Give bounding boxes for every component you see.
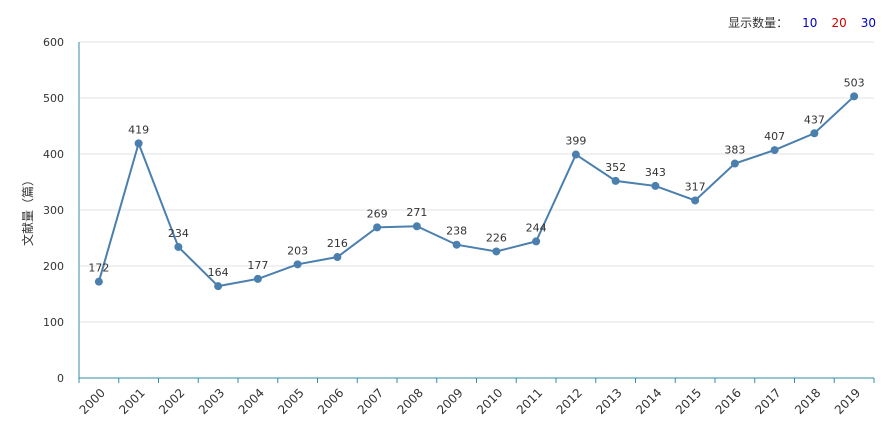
x-tick-label: 2018 [792,386,823,417]
x-tick-label: 2005 [275,386,306,417]
display-count-label: 显示数量： [728,16,789,30]
x-tick-label: 2003 [196,386,227,417]
data-label: 399 [565,135,586,148]
data-label: 203 [287,244,308,257]
x-tick-label: 2006 [315,386,346,417]
data-point[interactable] [452,240,461,249]
data-point[interactable] [730,159,739,168]
data-label: 352 [605,161,626,174]
y-tick-label: 300 [43,204,64,217]
x-tick-label: 2009 [434,386,465,417]
data-point[interactable] [373,223,382,232]
x-tick-label: 2016 [713,386,744,417]
data-point[interactable] [651,181,660,190]
x-tick-label: 2017 [752,386,783,417]
y-tick-label: 500 [43,92,64,105]
data-point[interactable] [770,146,779,155]
data-label: 234 [168,227,189,240]
x-tick-label: 2007 [355,386,386,417]
data-label: 317 [685,180,706,193]
x-tick-label: 2000 [77,386,108,417]
data-label: 226 [486,231,507,244]
data-label: 343 [645,166,666,179]
data-label: 269 [367,207,388,220]
x-tick-label: 2015 [673,386,704,417]
data-point[interactable] [492,247,501,256]
count-option-20[interactable]: 20 [831,15,847,30]
data-label: 238 [446,225,467,238]
data-label: 407 [764,130,785,143]
data-point[interactable] [532,237,541,246]
data-label: 437 [804,113,825,126]
data-label: 177 [247,259,268,272]
x-tick-label: 2013 [593,386,624,417]
data-point[interactable] [412,222,421,231]
display-count-bar: 显示数量： 10 20 30 [728,14,876,31]
x-tick-label: 2010 [474,386,505,417]
x-tick-label: 2004 [236,386,267,417]
data-label: 383 [724,144,745,157]
x-tick-label: 2001 [116,386,147,417]
y-axis-label: 文献量（篇） [20,174,35,246]
x-tick-label: 2012 [554,386,585,417]
data-point[interactable] [134,139,143,148]
data-point[interactable] [691,196,700,205]
y-tick-label: 100 [43,316,64,329]
data-point[interactable] [850,92,859,101]
y-tick-label: 0 [57,372,64,385]
data-point[interactable] [571,150,580,159]
y-tick-label: 600 [43,36,64,49]
data-label: 419 [128,123,149,136]
data-label: 216 [327,237,348,250]
data-point[interactable] [333,253,342,262]
data-point[interactable] [810,129,819,138]
data-label: 172 [88,262,109,275]
data-point[interactable] [174,242,183,251]
data-point[interactable] [253,274,262,283]
data-label: 271 [406,206,427,219]
x-tick-label: 2019 [832,386,863,417]
data-label: 244 [526,221,547,234]
data-point[interactable] [214,282,223,291]
y-axis-ticks: 0 100 200 300 400 500 600 [43,36,64,385]
x-axis-ticks: 2000 2001 2002 2003 2004 2005 2006 2007 2008 2009… [77,378,875,417]
count-option-30[interactable]: 30 [860,15,876,30]
x-tick-label: 2011 [514,386,545,417]
x-tick-label: 2014 [633,386,664,417]
data-label: 164 [208,266,229,279]
count-option-10[interactable]: 10 [802,15,818,30]
x-tick-label: 2008 [395,386,426,417]
data-label: 503 [844,76,865,89]
data-point[interactable] [611,176,620,185]
x-tick-label: 2002 [156,386,187,417]
data-point[interactable] [293,260,302,269]
series-layer [94,92,859,291]
y-tick-label: 400 [43,148,64,161]
data-labels: 172 419 234 164 177 203 216 269 271 238 226 244 399 3… [88,76,864,279]
grid-lines [79,41,874,323]
data-point[interactable] [94,277,103,286]
series-line [97,95,855,288]
y-tick-label: 200 [43,260,64,273]
